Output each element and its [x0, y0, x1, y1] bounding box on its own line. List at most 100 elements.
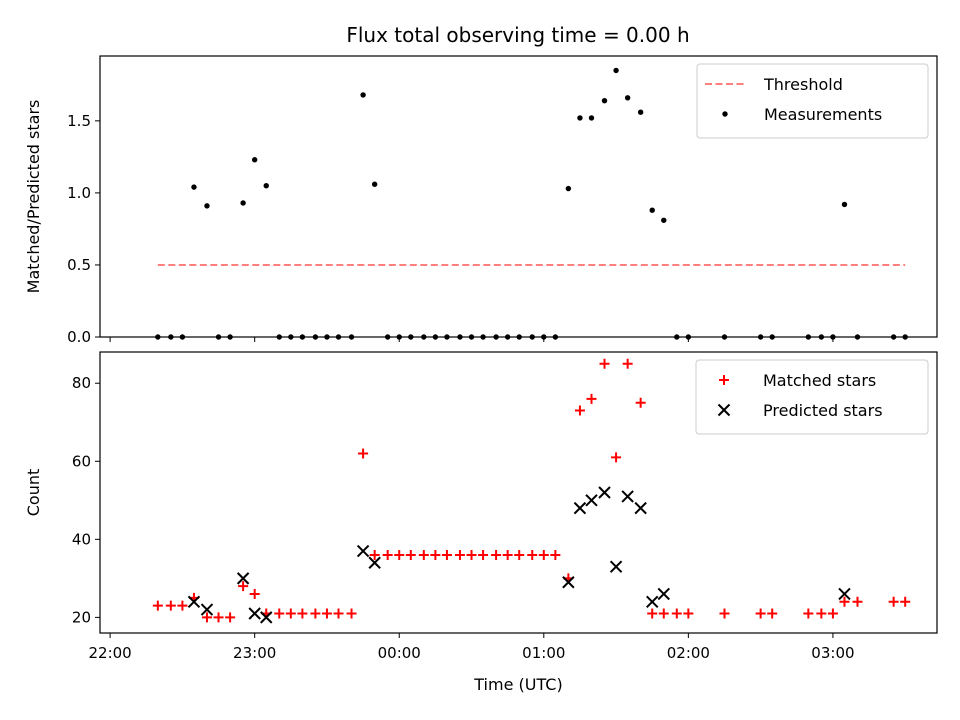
- predicted-point: [621, 490, 634, 503]
- matched-point: [550, 549, 561, 560]
- chart-title: Flux total observing time = 0.00 h: [346, 23, 689, 47]
- matched-point: [418, 549, 429, 560]
- predicted-point: [573, 501, 587, 515]
- measurement-point: [263, 182, 269, 189]
- measurement-point: [577, 115, 583, 121]
- measurement-point: [251, 157, 258, 163]
- matched-point: [201, 612, 212, 623]
- matched-point: [502, 549, 513, 560]
- legend-predicted-marker: [717, 403, 731, 417]
- y-tick-label: 60: [72, 452, 91, 470]
- x-tick-label: 23:00: [233, 644, 276, 662]
- predicted-point: [634, 501, 647, 515]
- measurement-point: [204, 203, 210, 209]
- matched-point: [466, 549, 477, 560]
- matched-point: [249, 588, 260, 599]
- measurement-point: [649, 207, 655, 213]
- matched-point: [622, 358, 633, 369]
- matched-point: [358, 448, 369, 459]
- matched-point: [165, 600, 176, 611]
- measurement-point: [360, 92, 366, 98]
- matched-point: [346, 608, 357, 619]
- x-tick-label: 22:00: [89, 644, 132, 662]
- y-tick-label: 0.5: [67, 256, 91, 274]
- matched-point: [888, 596, 899, 607]
- y-tick-label: 20: [72, 608, 91, 626]
- matched-point: [285, 608, 296, 619]
- y-tick-label: 0.0: [67, 328, 91, 346]
- legend: Threshold Measurements: [696, 63, 929, 139]
- matched-point: [310, 608, 321, 619]
- predicted-point: [356, 544, 370, 558]
- measurement-point: [240, 200, 246, 206]
- y-tick-label: 40: [72, 530, 91, 548]
- legend-label: Matched stars: [763, 371, 876, 390]
- measurement-point: [191, 184, 197, 190]
- matched-point: [225, 612, 236, 623]
- x-tick-label: 03:00: [811, 644, 854, 662]
- matched-point: [827, 608, 838, 619]
- measurement-point: [613, 67, 619, 74]
- matched-point: [683, 608, 694, 619]
- matched-point: [816, 608, 827, 619]
- legend-label: Measurements: [764, 105, 882, 124]
- predicted-point: [838, 587, 851, 601]
- predicted-point: [609, 560, 623, 573]
- legend-box: [696, 63, 929, 139]
- measurement-point: [637, 109, 644, 115]
- measurement-point: [371, 181, 378, 187]
- legend-label: Threshold: [763, 75, 843, 94]
- matched-point: [321, 608, 332, 619]
- measurement-point: [624, 95, 631, 101]
- matched-point: [839, 596, 850, 607]
- measurement-point: [601, 97, 608, 104]
- matched-point: [405, 549, 416, 560]
- matched-point: [900, 596, 911, 607]
- matched-point: [177, 600, 188, 611]
- matched-point: [803, 608, 814, 619]
- predicted-point: [646, 595, 659, 608]
- matched-point: [441, 549, 452, 560]
- matched-point: [514, 549, 525, 560]
- predicted-point: [200, 603, 214, 616]
- x-tick-label: 01:00: [522, 644, 565, 662]
- matched-point: [719, 608, 730, 619]
- legend-box: [695, 359, 929, 435]
- matched-point: [213, 612, 224, 623]
- matched-point: [647, 608, 658, 619]
- axes-frame: [99, 351, 938, 634]
- matched-point: [491, 549, 502, 560]
- matched-point: [238, 581, 249, 592]
- matched-point: [382, 549, 393, 560]
- matched-point: [152, 600, 163, 611]
- matched-point: [527, 549, 538, 560]
- measurement-point: [841, 201, 848, 208]
- matched-point: [369, 549, 380, 560]
- matched-point: [274, 608, 285, 619]
- predicted-point: [562, 576, 575, 589]
- measurement-point: [588, 115, 595, 121]
- y-tick-label: 1.5: [67, 112, 91, 130]
- matched-point: [611, 452, 622, 463]
- matched-point: [333, 608, 344, 619]
- matched-point: [599, 358, 610, 369]
- y-tick-label: 1.0: [67, 184, 91, 202]
- predicted-point: [260, 611, 273, 624]
- matched-point: [454, 549, 465, 560]
- predicted-point: [187, 595, 201, 608]
- predicted-point: [248, 607, 261, 620]
- y-tick-label: 80: [72, 374, 91, 392]
- legend-measurement-marker: [722, 111, 728, 117]
- predicted-point: [598, 486, 611, 499]
- matched-point: [394, 549, 405, 560]
- x-axis-label: Time (UTC): [473, 675, 562, 694]
- matched-point: [430, 549, 441, 560]
- matched-point: [586, 393, 597, 404]
- y-axis-label: Count: [24, 469, 43, 517]
- predicted-point: [236, 572, 250, 585]
- matched-point: [574, 405, 585, 416]
- matched-point: [538, 549, 549, 560]
- x-tick-label: 00:00: [378, 644, 421, 662]
- matched-point: [852, 596, 863, 607]
- count-panel: 20 40 60 80 22:00 23:00 00:00 01:00 02:00 03:00 Co…: [24, 351, 938, 694]
